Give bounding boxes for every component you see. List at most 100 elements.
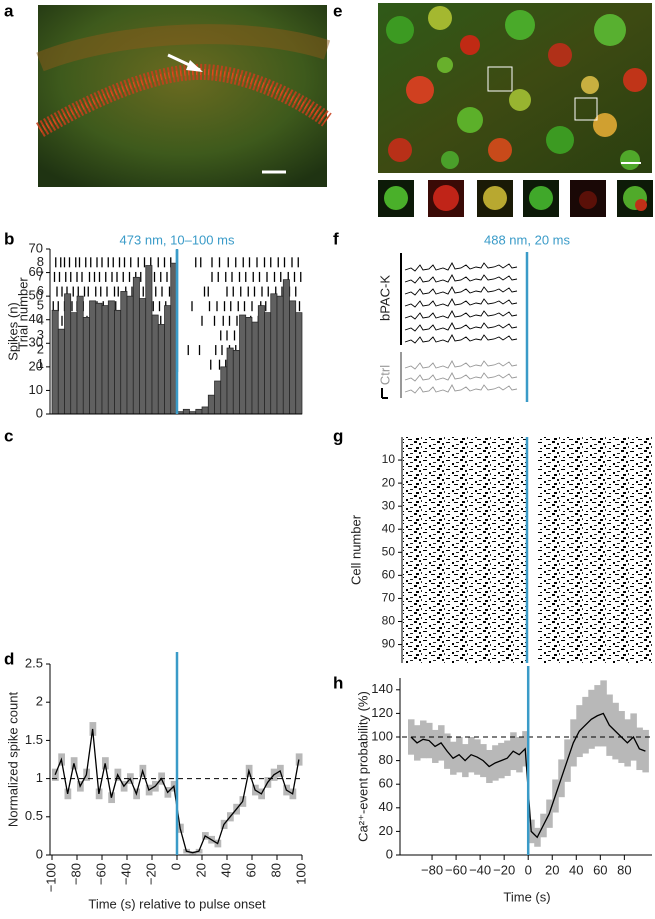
y-axis-label: Cell number	[348, 514, 363, 585]
error-band	[642, 729, 649, 773]
bar	[220, 366, 228, 415]
micrograph-e	[378, 3, 653, 217]
bar	[257, 305, 265, 415]
calcium-traces	[404, 262, 518, 344]
bar	[114, 309, 122, 415]
bar	[89, 300, 97, 415]
panel-label: g	[333, 426, 343, 445]
micrograph-a	[35, 5, 332, 187]
x-tick-label: 60	[593, 862, 607, 877]
x-tick-label: −40	[469, 862, 491, 877]
bar	[139, 298, 147, 415]
bar	[226, 347, 234, 415]
y-tick-label: 40	[382, 521, 396, 535]
x-tick-label: −60	[445, 862, 467, 877]
y-tick-label: 20	[29, 358, 43, 373]
stimulus-label: 473 nm, 10–100 ms	[120, 232, 235, 247]
bar	[270, 293, 278, 415]
bar	[126, 295, 134, 415]
bar	[245, 317, 253, 415]
y-tick-label: 50	[382, 544, 396, 558]
bar	[57, 328, 65, 415]
bar	[282, 279, 290, 415]
y-axis-label: Normalized spike count	[5, 692, 20, 828]
y-tick-label: 0	[36, 846, 43, 861]
y-tick-label: 30	[29, 335, 43, 350]
panel-label: e	[333, 1, 342, 20]
panel-label: b	[4, 229, 14, 248]
y-tick-label: 3	[37, 327, 44, 342]
bar	[82, 317, 90, 415]
group-label: Ctrl	[377, 365, 392, 385]
x-tick-label: −100	[43, 863, 58, 892]
y-axis-label: Spikes (n)	[5, 302, 20, 361]
y-tick-label: 2.5	[25, 655, 43, 670]
bar	[107, 300, 115, 415]
y-tick-label: 6	[37, 283, 44, 298]
bar	[239, 314, 247, 415]
y-tick-label: 40	[379, 799, 393, 814]
x-tick-label: 0	[168, 863, 183, 870]
cell-raster	[403, 437, 527, 663]
bar	[132, 276, 140, 415]
panel-label: h	[333, 673, 343, 692]
bar	[101, 305, 109, 415]
y-tick-label: 120	[371, 705, 393, 720]
x-tick-label: 60	[243, 863, 258, 877]
x-tick-label: 40	[218, 863, 233, 877]
y-tick-label: 140	[371, 681, 393, 696]
x-axis-label: Time (s) relative to pulse onset	[88, 896, 266, 911]
y-tick-label: 10	[29, 382, 43, 397]
y-tick-label: 90	[382, 637, 396, 651]
bar	[182, 408, 190, 415]
y-tick-label: 7	[37, 268, 44, 283]
y-tick-label: 40	[29, 311, 43, 326]
y-tick-label: 0	[386, 846, 393, 861]
panel-label: f	[333, 229, 339, 248]
bar	[195, 408, 203, 415]
x-tick-label: −60	[93, 863, 108, 885]
y-tick-label: 80	[382, 614, 396, 628]
x-tick-label: 40	[569, 862, 583, 877]
error-band	[295, 753, 303, 766]
bar	[289, 300, 297, 415]
panel-label: d	[4, 649, 14, 668]
y-tick-label: 0.5	[25, 808, 43, 823]
bar	[95, 302, 103, 415]
x-tick-label: −20	[143, 863, 158, 885]
ctrl-traces	[404, 360, 518, 394]
stimulus-label: 488 nm, 20 ms	[484, 232, 570, 247]
group-label: bPAC-K	[377, 275, 392, 321]
y-tick-label: 100	[371, 728, 393, 743]
x-tick-label: 80	[617, 862, 631, 877]
y-tick-label: 60	[29, 264, 43, 279]
x-tick-label: 20	[545, 862, 559, 877]
y-tick-label: 20	[382, 475, 396, 489]
y-tick-label: 50	[29, 288, 43, 303]
x-tick-label: −40	[118, 863, 133, 885]
bar	[151, 314, 159, 415]
x-tick-label: −20	[493, 862, 515, 877]
panel-label: a	[4, 1, 14, 20]
y-tick-label: 80	[379, 752, 393, 767]
bar	[145, 265, 153, 415]
y-tick-label: 2	[36, 694, 43, 709]
bar	[164, 305, 172, 415]
y-tick-label: 2	[37, 342, 44, 357]
y-axis-label: Ca²⁺-event probability (%)	[355, 691, 370, 842]
bar	[120, 291, 128, 415]
y-tick-label: 8	[37, 254, 44, 269]
y-tick-label: 1	[37, 356, 44, 371]
y-tick-label: 5	[37, 298, 44, 313]
bar	[51, 309, 59, 415]
bar	[70, 312, 78, 415]
bar	[251, 321, 259, 415]
x-tick-label: −80	[68, 863, 83, 885]
y-tick-label: 60	[382, 568, 396, 582]
y-tick-label: 4	[37, 312, 44, 327]
x-tick-label: 80	[268, 863, 283, 877]
y-tick-label: 70	[382, 591, 396, 605]
y-axis-label: Trial number	[15, 277, 30, 350]
cell-raster	[537, 437, 652, 663]
